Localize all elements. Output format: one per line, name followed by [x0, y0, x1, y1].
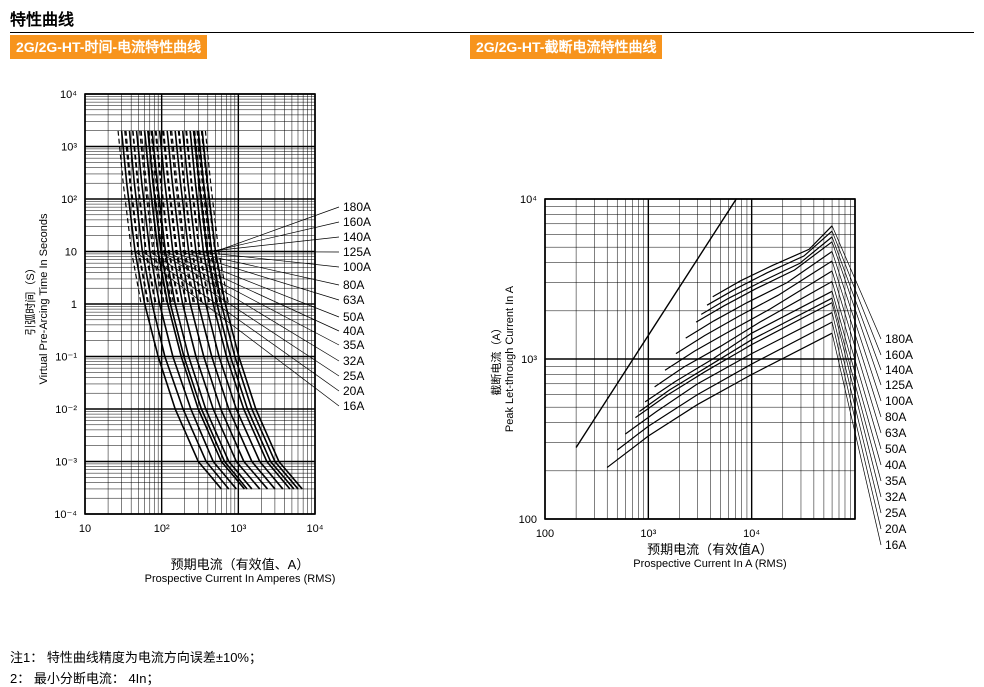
svg-text:35A: 35A: [885, 474, 906, 488]
svg-text:100: 100: [536, 528, 554, 540]
svg-text:80A: 80A: [885, 410, 906, 424]
chart2-xlabel-cn: 预期电流（有效值A）: [570, 539, 850, 558]
chart2-xlabel: 预期电流（有效值A） Prospective Current In A (RMS…: [570, 539, 850, 570]
svg-text:10: 10: [79, 523, 91, 535]
svg-text:10³: 10³: [521, 354, 537, 366]
svg-text:125A: 125A: [343, 245, 371, 259]
chart2-frame: 10010³10⁴10010³10⁴180A160A140A125A100A80…: [470, 169, 970, 639]
svg-text:50A: 50A: [343, 310, 364, 324]
chart2-ylabel-cn: 截断电流（A）: [491, 322, 503, 395]
svg-text:25A: 25A: [885, 506, 906, 520]
svg-text:20A: 20A: [885, 522, 906, 536]
chart1-xlabel-cn: 预期电流（有效值、A）: [100, 554, 380, 573]
svg-text:10³: 10³: [61, 142, 77, 154]
svg-text:10²: 10²: [61, 194, 77, 206]
chart2-title-bar: 2G/2G-HT-截断电流特性曲线: [470, 35, 662, 59]
svg-text:20A: 20A: [343, 384, 364, 398]
svg-text:50A: 50A: [885, 442, 906, 456]
svg-text:32A: 32A: [885, 490, 906, 504]
svg-text:10⁻⁴: 10⁻⁴: [54, 509, 77, 521]
svg-text:10⁴: 10⁴: [307, 523, 324, 535]
chart1-title-bar: 2G/2G-HT-时间-电流特性曲线: [10, 35, 207, 59]
chart1-ylabel-cn: 引弧时间（S）: [25, 262, 37, 335]
svg-text:180A: 180A: [343, 200, 371, 214]
svg-text:16A: 16A: [343, 399, 364, 413]
svg-text:10⁻¹: 10⁻¹: [55, 352, 77, 364]
svg-text:10⁻²: 10⁻²: [55, 404, 77, 416]
svg-text:80A: 80A: [343, 278, 364, 292]
svg-text:40A: 40A: [885, 458, 906, 472]
svg-text:140A: 140A: [343, 230, 371, 244]
chart1-column: 2G/2G-HT-时间-电流特性曲线 1010²10³10⁴10⁻⁴10⁻³10…: [10, 35, 440, 639]
svg-text:180A: 180A: [885, 332, 913, 346]
chart1-ylabel: 引弧时间（S） Virtual Pre-Arcing Time In Secon…: [22, 119, 50, 479]
chart2-ylabel-en: Peak Let-through Current In A: [504, 286, 516, 432]
chart1-frame: 10 10² 10³ 10⁴ 10⁻⁴ 10⁻³ 10⁻² 10⁻¹ 1 10 10² 10³ 10⁴ 1…: [10, 59, 440, 579]
svg-text:32A: 32A: [343, 354, 364, 368]
svg-text:125A: 125A: [885, 378, 913, 392]
svg-text:10²: 10²: [154, 523, 170, 535]
svg-text:10⁴: 10⁴: [520, 194, 537, 206]
svg-text:16A: 16A: [885, 538, 906, 552]
charts-row: 2G/2G-HT-时间-电流特性曲线 1010²10³10⁴10⁻⁴10⁻³10…: [10, 35, 974, 639]
chart2-svg: 10010³10⁴10010³10⁴180A160A140A125A100A80…: [470, 169, 970, 569]
svg-text:35A: 35A: [343, 338, 364, 352]
footnote-1: 注1： 特性曲线精度为电流方向误差±10%；: [10, 647, 974, 666]
svg-text:160A: 160A: [885, 348, 913, 362]
page-title: 特性曲线: [10, 6, 974, 33]
svg-text:100A: 100A: [885, 394, 913, 408]
chart1-xlabel-en: Prospective Current In Amperes (RMS): [100, 573, 380, 585]
page: 特性曲线 2G/2G-HT-时间-电流特性曲线 1010²10³10⁴10⁻⁴1…: [0, 0, 984, 658]
svg-text:160A: 160A: [343, 215, 371, 229]
chart1-ylabel-en: Virtual Pre-Arcing Time In Seconds: [38, 214, 50, 385]
svg-text:10³: 10³: [230, 523, 246, 535]
chart2-xlabel-en: Prospective Current In A (RMS): [570, 558, 850, 570]
svg-text:100A: 100A: [343, 260, 371, 274]
svg-text:140A: 140A: [885, 363, 913, 377]
chart2-ylabel: 截断电流（A） Peak Let-through Current In A: [488, 229, 516, 489]
svg-text:10⁴: 10⁴: [60, 89, 77, 101]
svg-text:1: 1: [71, 299, 77, 311]
chart2-column: 2G/2G-HT-截断电流特性曲线 10010³10⁴10010³10⁴180A…: [470, 35, 970, 639]
svg-text:40A: 40A: [343, 324, 364, 338]
svg-text:10: 10: [65, 247, 77, 259]
chart1-xlabel: 预期电流（有效值、A） Prospective Current In Amper…: [100, 554, 380, 585]
svg-text:63A: 63A: [885, 426, 906, 440]
footnote-2: 2： 最小分断电流： 4In；: [10, 668, 974, 687]
svg-text:10⁻³: 10⁻³: [55, 457, 77, 469]
svg-text:100: 100: [519, 514, 537, 526]
chart1-svg: 10 10² 10³ 10⁴ 10⁻⁴ 10⁻³ 10⁻² 10⁻¹ 1 10 10² 10³ 10⁴ 1…: [10, 59, 440, 559]
svg-text:25A: 25A: [343, 369, 364, 383]
footnotes: 注1： 特性曲线精度为电流方向误差±10%； 2： 最小分断电流： 4In；: [10, 647, 974, 687]
svg-text:63A: 63A: [343, 293, 364, 307]
